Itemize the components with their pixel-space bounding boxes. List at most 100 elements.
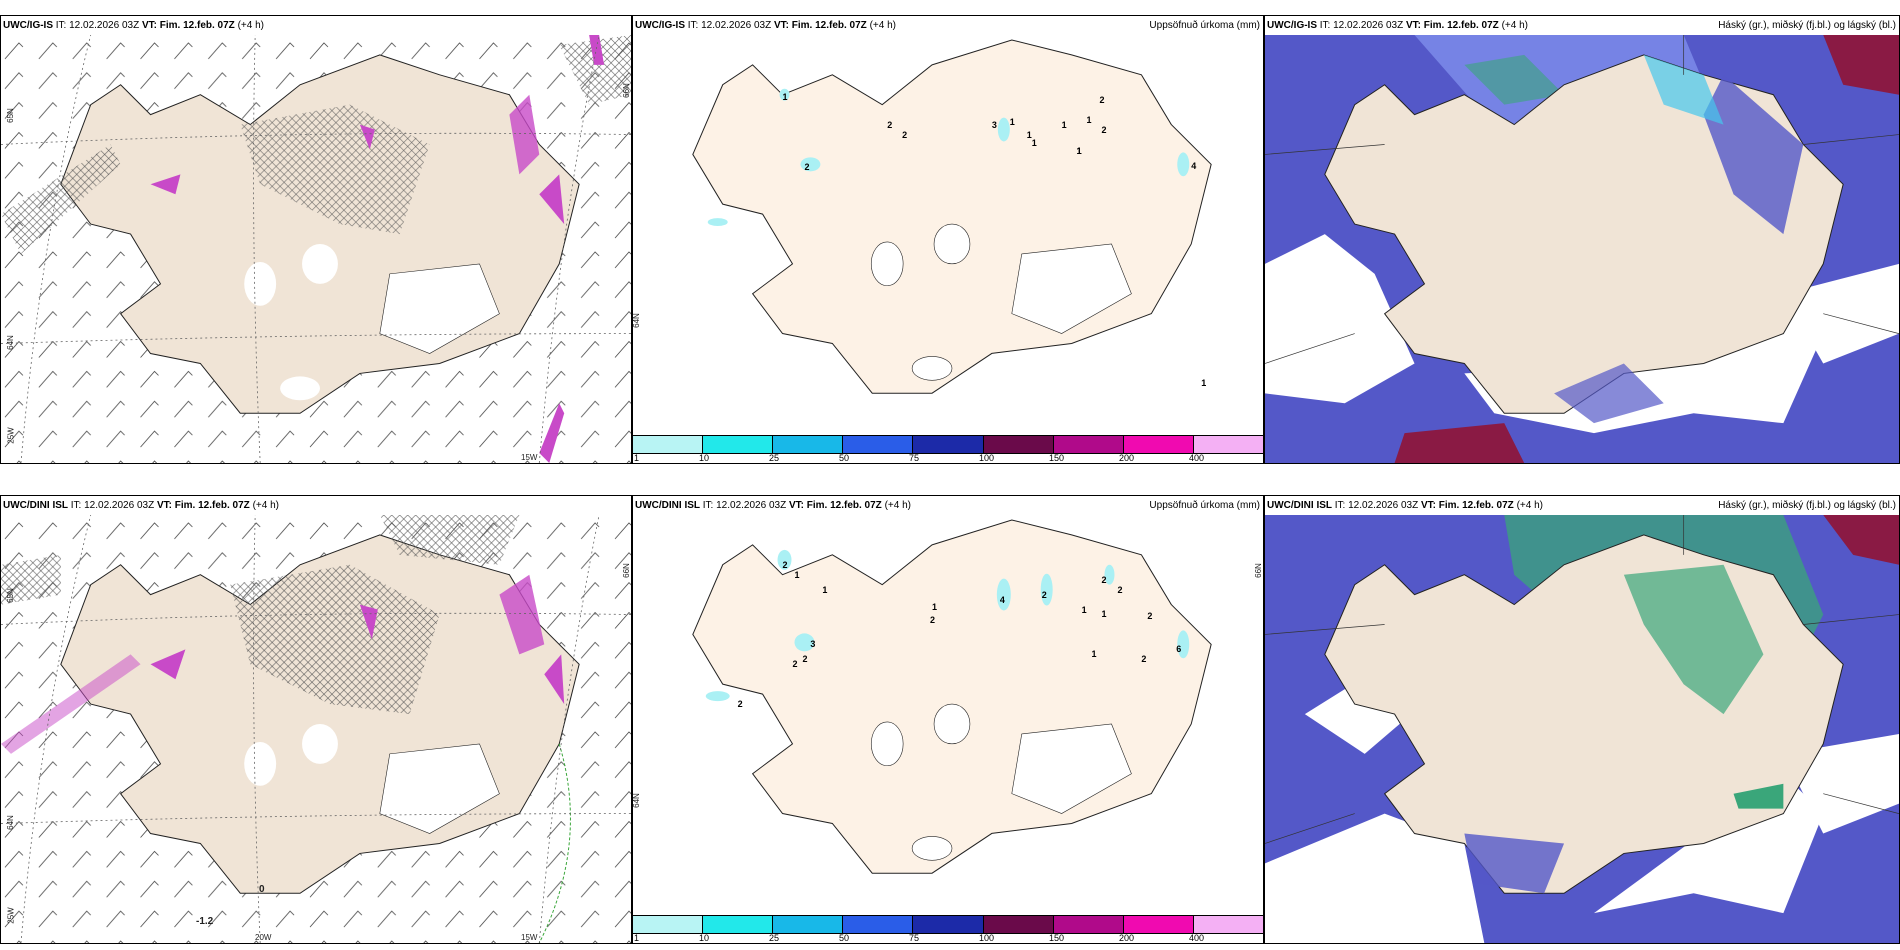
valid-time: VT: Fim. 12.feb. 07Z: [156, 500, 250, 511]
init-time: IT: 12.02.2026 03Z: [55, 20, 140, 31]
colorbar-tick-label: 100: [979, 933, 995, 943]
precip-map: [692, 39, 1212, 394]
precip-value-label: 1: [1061, 119, 1067, 130]
colorbar-swatches: [633, 915, 1263, 934]
lat-label-65n: 65N: [5, 588, 15, 603]
model-name: UWC/IG-IS: [635, 20, 685, 31]
precip-value-label: 3: [991, 119, 997, 130]
colorbar-swatch: [633, 916, 704, 933]
lon-label-15w: 15W: [521, 453, 538, 462]
precip-value-label: 2: [1101, 574, 1107, 585]
panel-field-title: Háský (gr.), miðský (fj.bl.) og lágský (…: [1718, 20, 1896, 31]
wind-map: [1, 35, 631, 463]
panel-cloud-dini: UWC/DINI ISL IT: 12.02.2026 03Z VT: Fim.…: [1264, 495, 1900, 944]
init-time: IT: 12.02.2026 03Z: [702, 500, 787, 511]
panel-title: UWC/DINI ISL IT: 12.02.2026 03Z VT: Fim.…: [1267, 500, 1543, 511]
lat-label-64n: 64N: [632, 313, 641, 328]
colorbar-tick-label: 150: [1049, 453, 1065, 463]
map-area: [1, 515, 631, 943]
valid-time: VT: Fim. 12.feb. 07Z: [141, 20, 235, 31]
lat-label-66n: 66N: [621, 563, 631, 578]
panel-wind-dini: UWC/DINI ISL IT: 12.02.2026 03Z VT: Fim.…: [0, 495, 632, 944]
colorbar-tick-label: 10: [698, 453, 709, 463]
valid-time: VT: Fim. 12.feb. 07Z: [1405, 20, 1499, 31]
precip-value-label: 2: [737, 699, 743, 710]
precip-value-label: 1: [1076, 146, 1082, 157]
precip-value-label: 1: [1086, 114, 1092, 125]
value-label: -1.2: [196, 916, 214, 927]
precip-value-label: 1: [1026, 129, 1032, 140]
colorbar-tick-label: 200: [1119, 933, 1135, 943]
panel-title: UWC/DINI ISL IT: 12.02.2026 03Z VT: Fim.…: [3, 500, 279, 511]
lead-time: (+4 h): [869, 20, 896, 31]
precip-value-label: 2: [887, 119, 893, 130]
colorbar-swatch: [1123, 916, 1194, 933]
precip-value-label: 1: [1201, 378, 1207, 389]
colorbar-swatch: [703, 916, 774, 933]
model-name: UWC/IG-IS: [1267, 20, 1317, 31]
lead-time: (+4 h): [237, 20, 264, 31]
precip-value-label: 2: [782, 559, 788, 570]
valid-time: VT: Fim. 12.feb. 07Z: [788, 500, 882, 511]
panel-title: UWC/IG-IS IT: 12.02.2026 03Z VT: Fim. 12…: [635, 20, 896, 31]
precip-value-label: 1: [1076, 146, 1082, 157]
precip-value-label: 3: [810, 639, 816, 650]
colorbar-swatch: [983, 916, 1054, 933]
colorbar-swatch: [1123, 436, 1194, 453]
colorbar-tick-label: 100: [979, 453, 995, 463]
panel-field-title: Háský (gr.), miðský (fj.bl.) og lágský (…: [1718, 500, 1896, 511]
colorbar-swatch: [913, 436, 984, 453]
lat-label-66n: 66N: [1253, 563, 1263, 578]
precip-value-label: 2: [1099, 94, 1105, 105]
map-area: [1265, 515, 1899, 943]
precip-value-label: 2: [792, 659, 798, 670]
precip-value-label: 6: [1176, 644, 1182, 655]
lat-label-66n: 66N: [621, 83, 631, 98]
colorbar-swatch: [843, 436, 914, 453]
precip-value-label: 2: [1117, 584, 1123, 595]
model-name: UWC/DINI ISL: [1267, 500, 1332, 511]
valid-time: VT: Fim. 12.feb. 07Z: [1420, 500, 1514, 511]
colorbar-swatch: [773, 916, 844, 933]
colorbar-swatches: [633, 435, 1263, 454]
valid-time: VT: Fim. 12.feb. 07Z: [773, 20, 867, 31]
model-name: UWC/DINI ISL: [635, 500, 700, 511]
panel-title: UWC/IG-IS IT: 12.02.2026 03Z VT: Fim. 12…: [3, 20, 264, 31]
precip-value-label: 2: [1041, 589, 1047, 600]
precip-colorbar: 1 10 25 50 75 100 150 200 400: [633, 435, 1263, 463]
precip-value-label: 1: [1091, 649, 1097, 660]
init-time: IT: 12.02.2026 03Z: [687, 20, 772, 31]
lat-label-64n: 64N: [5, 335, 15, 350]
panel-cloud-igis: UWC/IG-IS IT: 12.02.2026 03Z VT: Fim. 12…: [1264, 15, 1900, 464]
lead-time: (+4 h): [1501, 20, 1528, 31]
lon-label-25w: 25W: [6, 907, 16, 924]
init-time: IT: 12.02.2026 03Z: [1319, 20, 1404, 31]
colorbar-swatch: [1053, 436, 1124, 453]
iceland-land: [692, 39, 1212, 394]
precip-value-label: 1: [794, 569, 800, 580]
panel-title: UWC/DINI ISL IT: 12.02.2026 03Z VT: Fim.…: [635, 500, 911, 511]
precip-value-label: 1: [782, 91, 788, 102]
precip-value-label: 2: [1101, 124, 1107, 135]
colorbar-swatch: [773, 436, 844, 453]
colorbar-tick-label: 400: [1188, 933, 1205, 943]
iceland-land: [692, 519, 1212, 874]
colorbar-tick-label: 75: [908, 453, 919, 463]
panel-wind-igis: UWC/IG-IS IT: 12.02.2026 03Z VT: Fim. 12…: [0, 15, 632, 464]
lead-time: (+4 h): [884, 500, 911, 511]
wind-map: [1, 515, 631, 943]
precip-value-label: 2: [804, 162, 810, 173]
precip-value-label: 2: [802, 654, 808, 665]
colorbar-tick-label: 75: [908, 933, 919, 943]
colorbar-tick-label: 200: [1119, 453, 1135, 463]
precip-value-label: 1: [1101, 608, 1107, 619]
lat-label-65n: 65N: [5, 108, 15, 123]
precip-value-label: 2: [1147, 610, 1153, 621]
colorbar-tick-label: 25: [768, 453, 779, 463]
precip-colorbar: 1 10 25 50 75 100 150 200 400: [633, 915, 1263, 943]
precip-value-label: 2: [930, 614, 936, 625]
lon-label-15w: 15W: [521, 933, 538, 942]
precip-value-label: 4: [999, 594, 1005, 605]
precip-value-label: 1: [1031, 138, 1037, 149]
